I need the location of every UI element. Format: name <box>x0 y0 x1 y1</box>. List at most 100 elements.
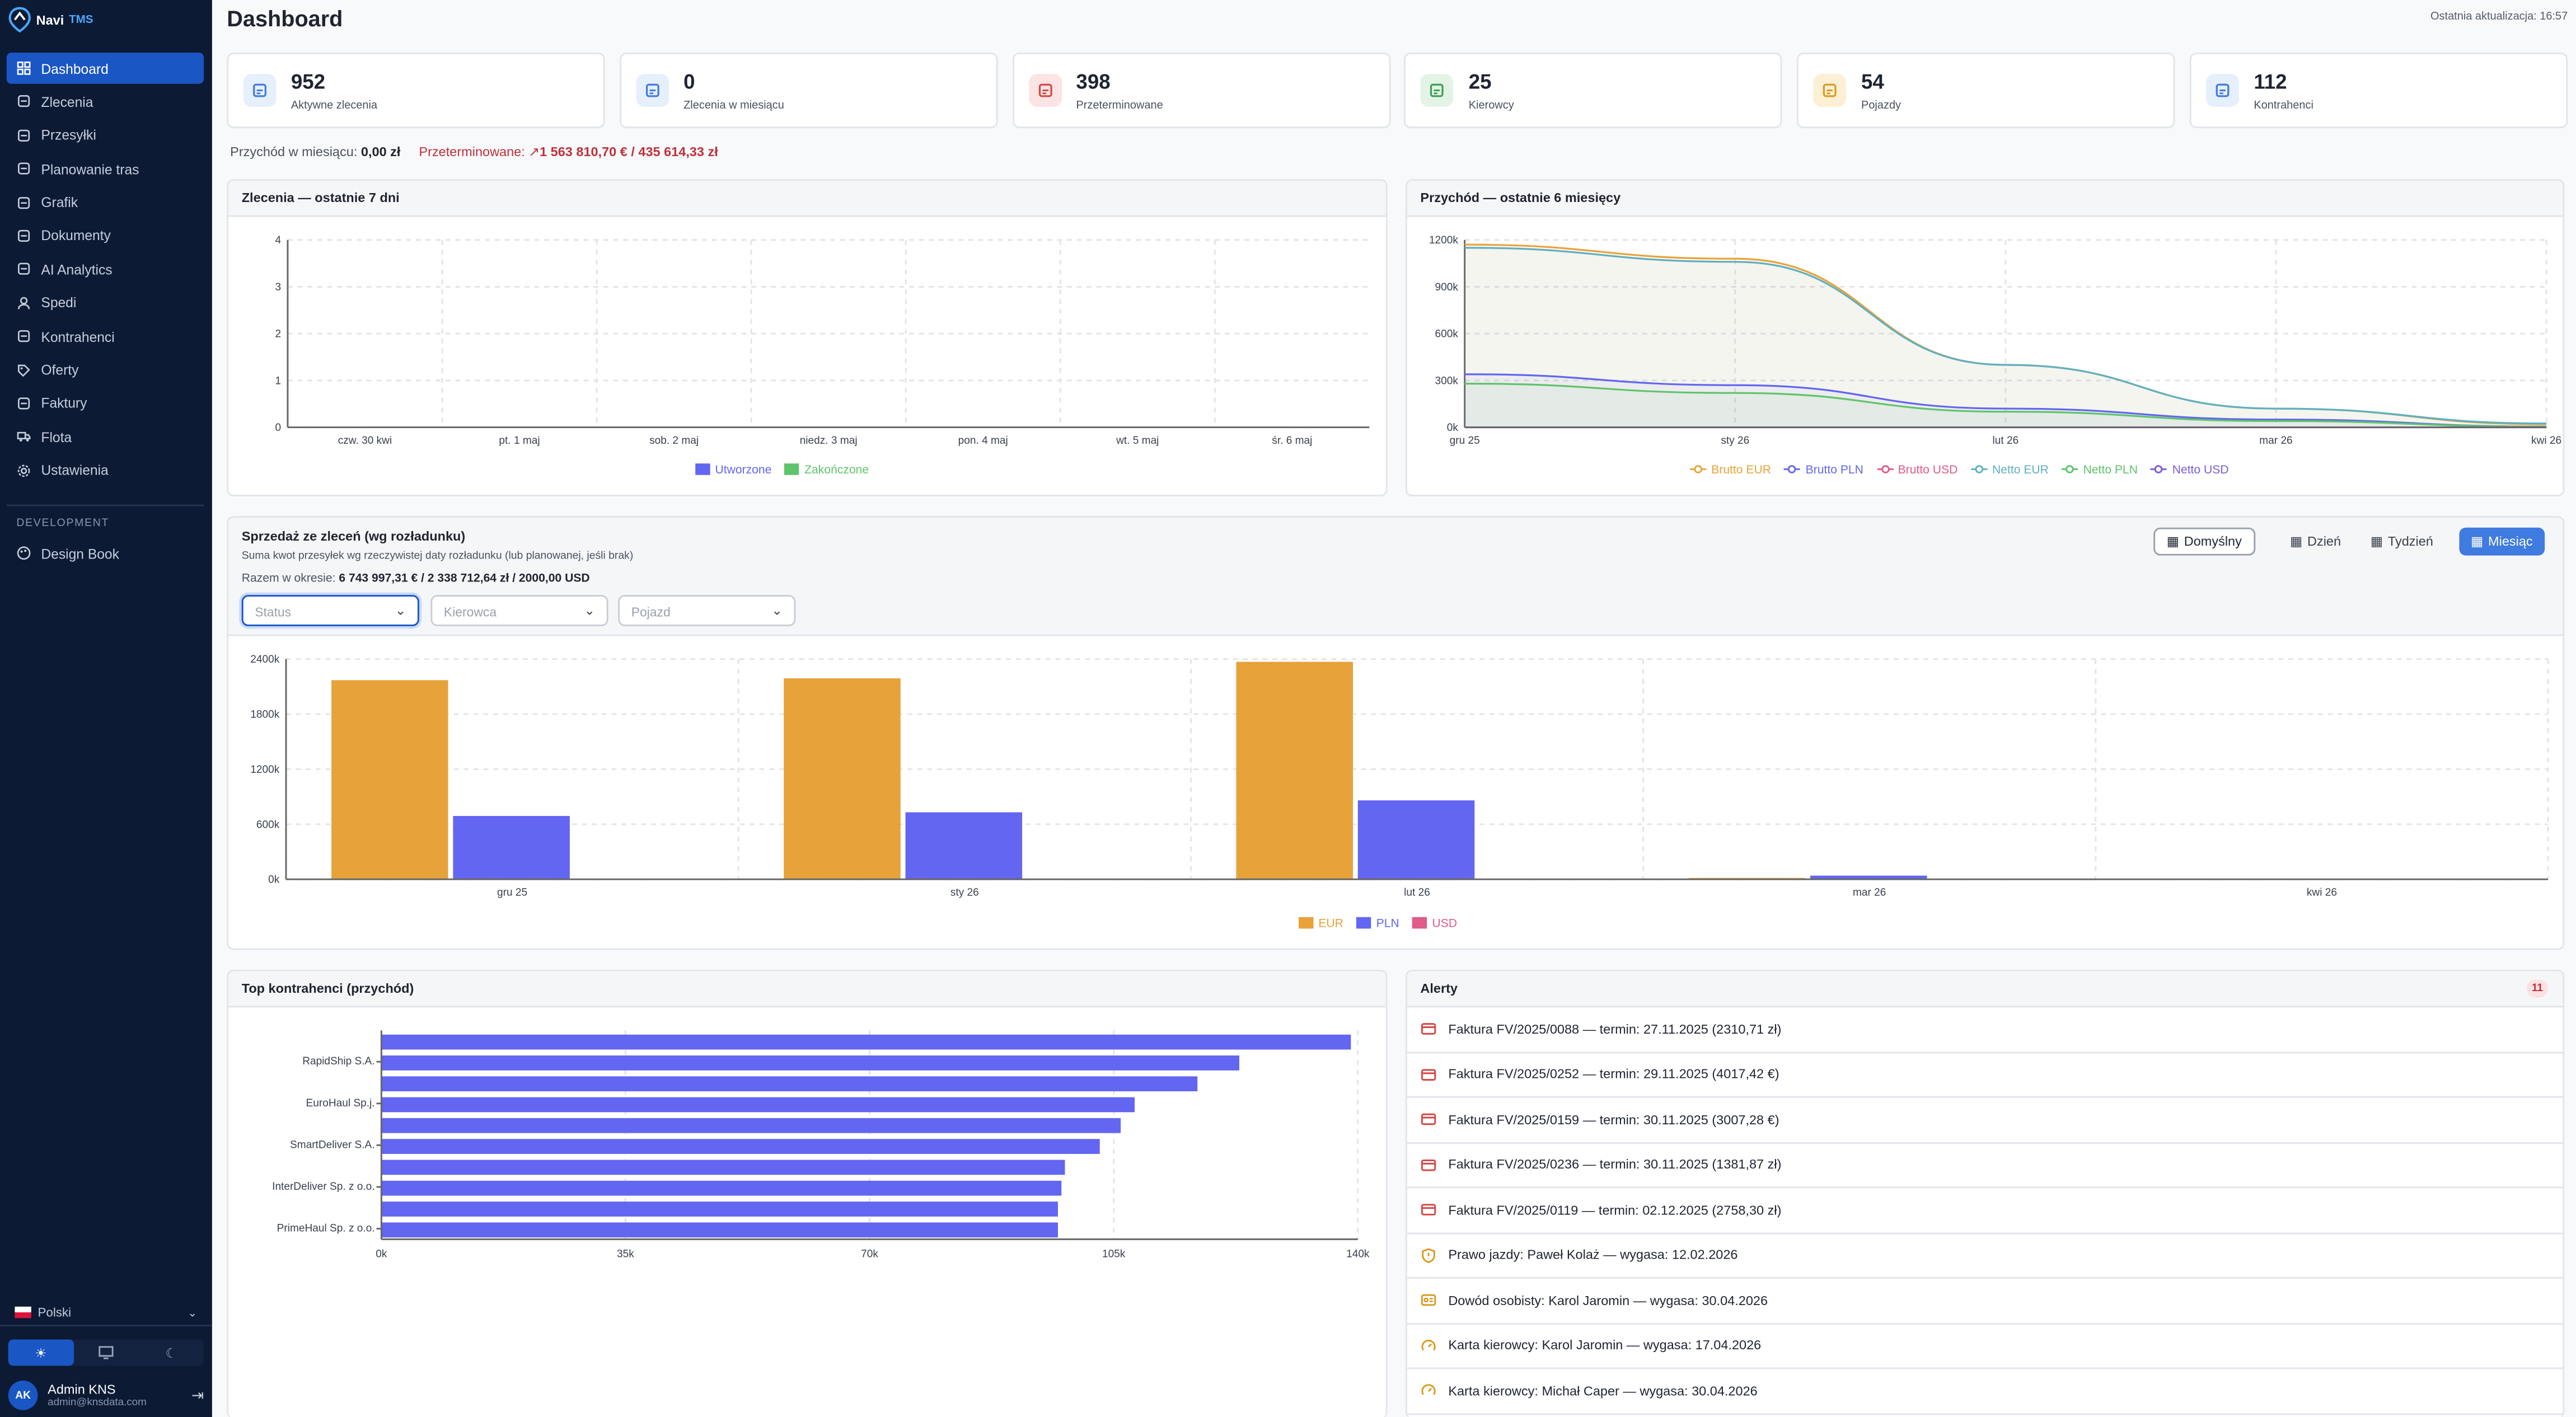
client-bar[interactable] <box>381 1160 1065 1175</box>
legend-item-pln[interactable]: PLN <box>1356 916 1399 930</box>
bar-eur-gru-25[interactable] <box>331 680 448 880</box>
sidebar-item-zlecenia[interactable]: Zlecenia <box>7 86 204 118</box>
divider <box>0 1325 212 1326</box>
stat-card-zlecenia-w-miesiacu[interactable]: 0 Zlecenia w miesiącu <box>619 52 998 129</box>
bar-pln-mar-26[interactable] <box>1810 875 1927 880</box>
invoice-alert-icon <box>1421 1204 1436 1216</box>
sidebar-item-ustawienia[interactable]: Ustawienia <box>7 455 204 486</box>
sidebar-item-flota[interactable]: Flota <box>7 421 204 453</box>
y-tick-label: 0k <box>1447 422 1459 434</box>
x-tick-label: kwi 26 <box>2307 887 2337 899</box>
sidebar-item-faktury[interactable]: Faktury <box>7 388 204 419</box>
alert-item[interactable]: Faktura FV/2025/0159 — termin: 30.11.202… <box>1407 1098 2563 1143</box>
client-bar[interactable] <box>381 1118 1121 1133</box>
driver-select[interactable]: Kierowca ⌄ <box>430 595 608 626</box>
sidebar-item-design-book[interactable]: Design Book <box>7 537 204 569</box>
alert-item[interactable]: Faktura FV/2025/0088 — termin: 27.11.202… <box>1407 1007 2563 1053</box>
bar-pln-sty-26[interactable] <box>905 812 1023 880</box>
client-bar[interactable] <box>381 1034 1351 1050</box>
client-bar[interactable] <box>381 1222 1058 1238</box>
alert-item[interactable]: Faktura FV/2025/0236 — termin: 30.11.202… <box>1407 1143 2563 1189</box>
legend-label: Brutto EUR <box>1711 462 1771 477</box>
stat-card-pojazdy[interactable]: 54 Pojazdy <box>1797 52 2175 129</box>
alert-item[interactable]: Karta kierowcy: Michał Caper — wygasa: 3… <box>1407 1369 2563 1415</box>
navi-logo-icon <box>8 7 31 33</box>
stat-label: Przeterminowane <box>1076 100 1163 112</box>
alert-item[interactable]: Faktura FV/2025/0119 — termin: 02.12.202… <box>1407 1188 2563 1234</box>
sidebar-item-kontrahenci[interactable]: Kontrahenci <box>7 321 204 352</box>
sidebar-item-dashboard[interactable]: Dashboard <box>6 52 204 84</box>
top-clients-chart: 0k 35k 70k 105k 140k RapidShip S.A. EuroHaul S… <box>272 1030 1370 1260</box>
legend-item-netto-eur[interactable]: Netto EUR <box>1970 462 2049 477</box>
bar-pln-lut-26[interactable] <box>1357 800 1475 880</box>
day-range-button[interactable]: ▦ Dzień <box>2278 528 2352 556</box>
month-range-button[interactable]: ▦ Miesiąc <box>2459 527 2545 556</box>
status-select[interactable]: Status ⌄ <box>241 595 419 626</box>
stat-card-przeterminowane[interactable]: 398 Przeterminowane <box>1011 52 1390 129</box>
gear-icon <box>17 464 30 477</box>
series-line-netto-pln <box>1464 382 2547 428</box>
logout-icon[interactable]: ⇥ <box>191 1386 204 1403</box>
sidebar-item-grafik[interactable]: Grafik <box>7 187 204 218</box>
legend-marker <box>695 463 710 475</box>
legend-marker <box>1784 465 1801 473</box>
client-bar[interactable] <box>381 1076 1198 1092</box>
legend-item-utworzone[interactable]: Utworzone <box>695 462 771 477</box>
alert-text: Faktura FV/2025/0159 — termin: 30.11.202… <box>1448 1112 1779 1127</box>
revenue-chart-title: Przychód — ostatnie 6 miesięcy <box>1407 181 2563 217</box>
revenue-chart: 0k 300k 600k 900k 1200k gru 25 sty 26 lut 26 mar… <box>1429 234 2561 447</box>
legend-item-eur[interactable]: EUR <box>1299 916 1343 930</box>
sidebar-item-przesy-ki[interactable]: Przesyłki <box>7 120 204 151</box>
sales-total-label: Razem w okresie: <box>241 570 336 585</box>
users-icon <box>18 330 30 342</box>
x-tick-label: mar 26 <box>2259 435 2292 447</box>
legend-item-brutto-pln[interactable]: Brutto PLN <box>1784 462 1863 477</box>
stat-card-aktywne-zlecenia[interactable]: 952 Aktywne zlecenia <box>227 52 605 129</box>
legend-item-usd[interactable]: USD <box>1412 916 1457 930</box>
vehicle-select[interactable]: Pojazd ⌄ <box>618 595 796 626</box>
stat-card-kierowcy[interactable]: 25 Kierowcy <box>1404 52 1783 129</box>
stat-card-kontrahenci[interactable]: 112 Kontrahenci <box>2189 52 2568 129</box>
stat-value: 54 <box>1861 71 1884 94</box>
brand-logo[interactable]: Navi TMS <box>8 7 93 33</box>
legend-item-brutto-usd[interactable]: Brutto USD <box>1876 462 1957 477</box>
legend-item-netto-pln[interactable]: Netto PLN <box>2062 462 2138 477</box>
client-bar[interactable] <box>381 1202 1058 1217</box>
theme-system-button[interactable] <box>73 1339 139 1366</box>
last-update: Ostatnia aktualizacja: 16:57 <box>2430 11 2568 24</box>
bar-eur-sty-26[interactable] <box>784 678 901 880</box>
language-select[interactable]: Polski ⌄ <box>8 1300 204 1325</box>
sales-total-value: 6 743 997,31 € / 2 338 712,64 zł / 2000,… <box>339 570 590 585</box>
bar-pln-gru-25[interactable] <box>453 816 570 880</box>
sidebar-item-planowanie-tras[interactable]: Planowanie tras <box>7 153 204 185</box>
x-tick-label: kwi 26 <box>2531 435 2561 447</box>
sidebar-item-spedi[interactable]: Spedi <box>7 287 204 318</box>
alert-item[interactable]: Karta kierowcy: Karol Jaromin — wygasa: … <box>1407 1324 2563 1369</box>
main-content: Dashboard Ostatnia aktualizacja: 16:57 9… <box>212 0 2576 1417</box>
client-bar[interactable] <box>381 1180 1062 1196</box>
stat-value: 952 <box>291 71 326 94</box>
sidebar-item-oferty[interactable]: Oferty <box>7 354 204 386</box>
y-tick-label: 1 <box>275 375 282 387</box>
y-tick-label: 1200k <box>1429 234 1458 246</box>
orders-chart: 0 1 2 3 4 czw. 30 kwi pt. 1 maj sob. 2 maj niedz… <box>275 234 1370 447</box>
x-tick-label: lut 26 <box>1993 435 2019 447</box>
y-tick-label: 2 <box>275 329 282 340</box>
alert-item[interactable]: Dowód osobisty: Karol Jaromin — wygasa: … <box>1407 1279 2563 1324</box>
alert-item[interactable]: Faktura FV/2025/0252 — termin: 29.11.202… <box>1407 1053 2563 1098</box>
week-range-button[interactable]: ▦ Tydzień <box>2359 528 2444 556</box>
client-bar[interactable] <box>381 1139 1100 1154</box>
sidebar-item-ai-analytics[interactable]: AI Analytics <box>7 254 204 285</box>
legend-item-netto-usd[interactable]: Netto USD <box>2151 462 2229 477</box>
bar-eur-lut-26[interactable] <box>1236 661 1353 880</box>
legend-item-zakonczone[interactable]: Zakończone <box>784 462 869 477</box>
client-bar[interactable] <box>381 1055 1239 1071</box>
theme-light-button[interactable]: ☀ <box>8 1339 74 1366</box>
default-range-button[interactable]: ▦ Domyślny <box>2153 527 2255 556</box>
alert-item[interactable]: Prawo jazdy: Paweł Kolaż — wygasa: 12.02… <box>1407 1233 2563 1279</box>
theme-dark-button[interactable]: ☾ <box>139 1339 204 1366</box>
client-bar[interactable] <box>381 1097 1135 1113</box>
sidebar-item-dokumenty[interactable]: Dokumenty <box>7 220 204 251</box>
legend-item-brutto-eur[interactable]: Brutto EUR <box>1690 462 1771 477</box>
chevron-down-icon: ⌄ <box>188 1307 198 1319</box>
